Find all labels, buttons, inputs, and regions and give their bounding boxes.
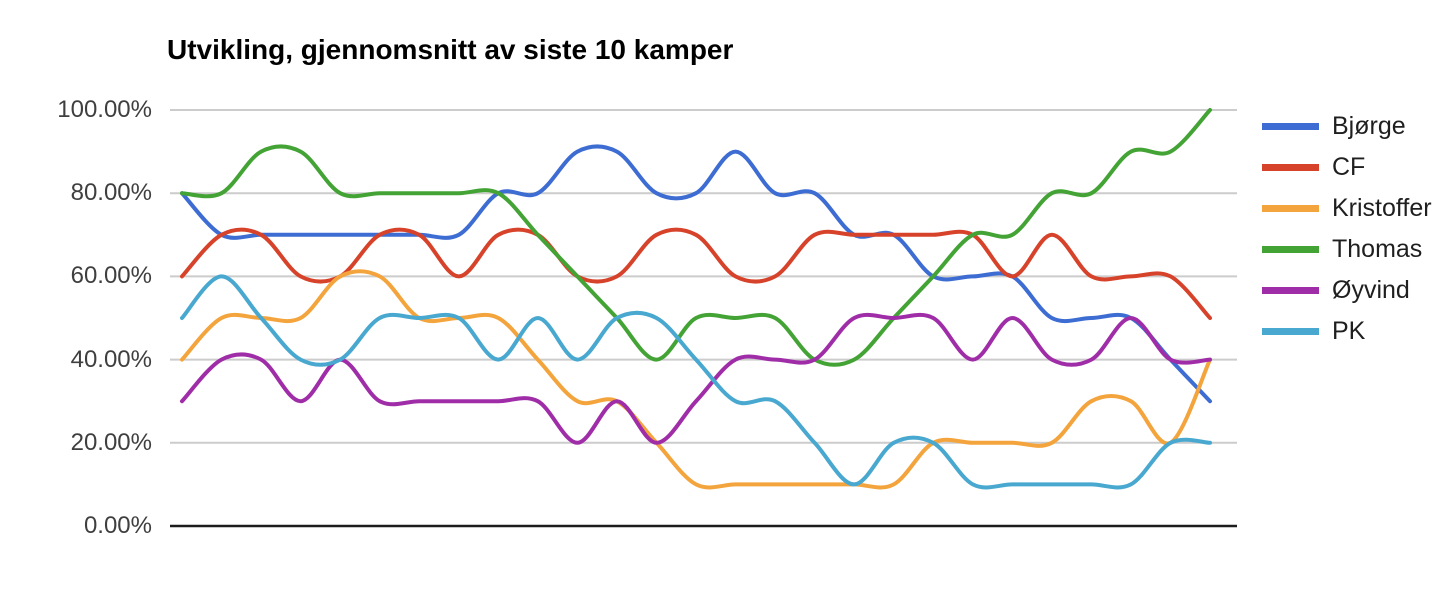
- series-line-bjørge: [180, 144, 1212, 404]
- y-axis-tick-label: 0.00%: [83, 512, 152, 539]
- legend-swatch-kristoffer: [1262, 205, 1319, 212]
- y-axis-tick-label: 20.00%: [70, 428, 152, 456]
- legend-label: Kristoffer: [1332, 194, 1432, 222]
- series-line-thomas: [180, 108, 1212, 367]
- legend-label: PK: [1332, 317, 1366, 345]
- series-line-cf: [180, 227, 1212, 320]
- legend-swatch-thomas: [1262, 246, 1319, 253]
- y-axis-tick-label: 60.00%: [70, 262, 152, 290]
- legend-swatch-cf: [1262, 164, 1319, 171]
- y-axis-tick-label: 100.00%: [57, 96, 152, 123]
- legend-label: Thomas: [1332, 235, 1423, 263]
- legend-item-kristoffer: Kristoffer: [1262, 188, 1432, 229]
- y-axis-tick-label: 80.00%: [70, 179, 152, 207]
- legend-swatch-øyvind: [1262, 287, 1319, 294]
- series-line-kristoffer: [180, 269, 1212, 490]
- legend-item-øyvind: Øyvind: [1262, 270, 1432, 311]
- legend-label: Bjørge: [1332, 112, 1406, 140]
- legend-label: CF: [1332, 153, 1366, 181]
- series-line-pk: [180, 274, 1212, 490]
- legend: Bjørge CF Kristoffer Thomas Øyvind PK: [1262, 106, 1432, 352]
- legend-item-cf: CF: [1262, 147, 1432, 188]
- chart-title: Utvikling, gjennomsnitt av siste 10 kamp…: [167, 34, 734, 65]
- legend-swatch-pk: [1262, 328, 1319, 335]
- legend-item-thomas: Thomas: [1262, 229, 1432, 270]
- series-line-øyvind: [180, 312, 1212, 445]
- legend-label: Øyvind: [1332, 276, 1410, 304]
- y-axis-tick-label: 40.00%: [70, 345, 152, 373]
- legend-item-pk: PK: [1262, 311, 1432, 352]
- legend-item-bjørge: Bjørge: [1262, 106, 1432, 147]
- legend-swatch-bjørge: [1262, 123, 1319, 130]
